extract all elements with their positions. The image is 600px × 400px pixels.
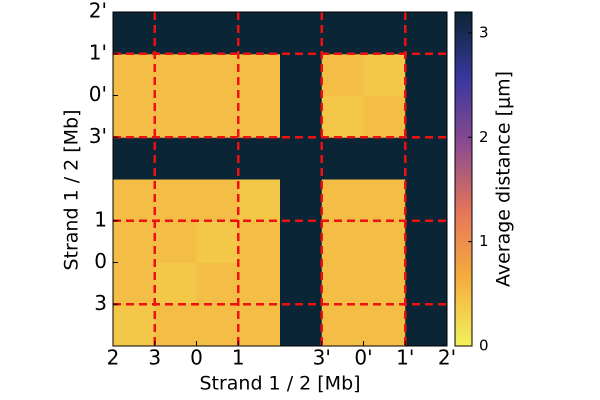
heatmap-cell <box>321 137 364 180</box>
heatmap-cell <box>321 53 364 96</box>
heatmap-cell <box>280 12 323 55</box>
heatmap-cell <box>196 220 239 263</box>
heatmap-cell <box>363 137 406 180</box>
heatmap-cell <box>363 95 406 138</box>
x-axis-label: Strand 1 / 2 [Mb] <box>199 373 360 395</box>
colorbar-tick-label: 2 <box>479 128 489 146</box>
heatmap-cell <box>405 12 448 55</box>
heatmap-cell <box>196 53 239 96</box>
heatmap-cell <box>113 137 156 180</box>
x-tick-label: 3' <box>313 346 331 370</box>
colorbar-tick-label: 0 <box>479 337 489 355</box>
heatmap-cell <box>154 262 197 305</box>
heatmap-cell <box>113 53 156 96</box>
x-tick-label: 3 <box>148 346 161 370</box>
heatmap-cell <box>238 95 281 138</box>
heatmap-cell <box>196 137 239 180</box>
heatmap-cell <box>405 95 448 138</box>
heatmap-cell <box>238 12 281 55</box>
x-tick-label: 0 <box>190 346 203 370</box>
heatmap-cell <box>154 95 197 138</box>
heatmap-cell <box>238 304 281 347</box>
x-tick-label: 2' <box>438 346 456 370</box>
heatmap-cell <box>280 262 323 305</box>
heatmap-cell <box>280 53 323 96</box>
y-tick-label: 1' <box>89 40 107 64</box>
heatmap-cell <box>321 179 364 222</box>
heatmap-cell <box>280 95 323 138</box>
y-tick-label: 0' <box>89 82 107 106</box>
heatmap-cell <box>405 220 448 263</box>
heatmap-cell <box>154 220 197 263</box>
heatmap-cell <box>154 12 197 55</box>
y-axis-label: Strand 1 / 2 [Mb] <box>61 109 83 270</box>
heatmap-cell <box>113 304 156 347</box>
heatmap-cell <box>154 137 197 180</box>
heatmap-cell <box>405 137 448 180</box>
heatmap-cell <box>321 262 364 305</box>
heatmap-cell <box>154 304 197 347</box>
heatmap-cell <box>113 179 156 222</box>
y-tick-label: 3 <box>94 291 107 315</box>
heatmap-cell <box>363 53 406 96</box>
x-tick-label: 0' <box>354 346 372 370</box>
heatmap-cell <box>321 220 364 263</box>
heatmap-cell <box>196 304 239 347</box>
heatmap-cell <box>280 220 323 263</box>
heatmap-cell <box>154 53 197 96</box>
heatmap-cell <box>113 12 156 55</box>
heatmap-cell <box>280 137 323 180</box>
heatmap-cell <box>363 262 406 305</box>
heatmap-cell <box>280 304 323 347</box>
colorbar-tick-label: 3 <box>479 23 489 41</box>
y-tick-label: 0 <box>94 249 107 273</box>
y-tick-label: 2' <box>89 0 107 23</box>
heatmap-cell <box>113 95 156 138</box>
colorbar-tick-label: 1 <box>479 232 489 250</box>
heatmap-cell <box>363 220 406 263</box>
heatmap-cell <box>405 179 448 222</box>
heatmap-cell <box>321 95 364 138</box>
y-tick-label: 1 <box>94 207 107 231</box>
heatmap-cell <box>196 262 239 305</box>
heatmap-cell <box>280 179 323 222</box>
heatmap-cell <box>238 220 281 263</box>
plot-frame <box>112 11 448 347</box>
heatmap-cell <box>238 179 281 222</box>
heatmap-cell <box>363 12 406 55</box>
heatmap-cell <box>154 179 197 222</box>
heatmap-cell <box>363 179 406 222</box>
heatmap-cell <box>238 137 281 180</box>
x-tick-label: 2 <box>107 346 120 370</box>
heatmap-cell <box>321 304 364 347</box>
heatmap-cell <box>238 53 281 96</box>
colorbar <box>454 11 473 347</box>
colorbar-label: Average distance [μm] <box>493 71 515 287</box>
x-tick-label: 1 <box>232 346 245 370</box>
heatmap-cell <box>363 304 406 347</box>
heatmap-cell <box>321 12 364 55</box>
heatmap-cell <box>196 179 239 222</box>
heatmap-cell <box>196 12 239 55</box>
heatmap-cell <box>405 262 448 305</box>
heatmap-cell <box>196 95 239 138</box>
y-tick-label: 3' <box>89 124 107 148</box>
heatmap-cell <box>405 304 448 347</box>
heatmap-cell <box>113 220 156 263</box>
heatmap-cell <box>238 262 281 305</box>
heatmap-cell <box>405 53 448 96</box>
heatmap-cell <box>113 262 156 305</box>
x-tick-label: 1' <box>396 346 414 370</box>
